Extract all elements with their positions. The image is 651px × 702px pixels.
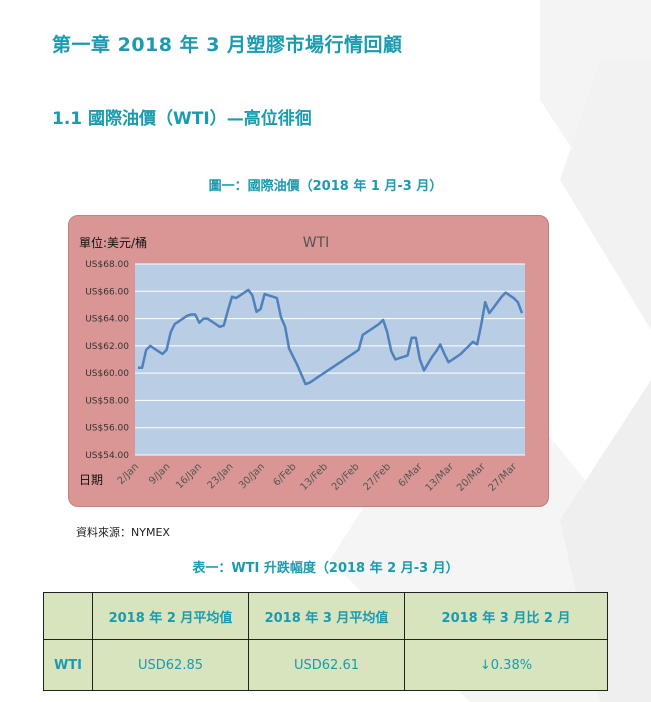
source-note: 資料來源：NYMEX: [76, 526, 170, 539]
y-tick-label: US$62.00: [85, 342, 129, 352]
table-header-mar: 2018 年 3 月平均值: [248, 592, 405, 640]
figure-caption: 圖一：國際油價（2018 年 1 月-3 月）: [208, 179, 443, 194]
wti-price-line: [138, 288, 524, 386]
wti-chart-svg: 單位:美元/桶 WTI 日期 US$54.00US$56.00US$58.00U…: [79, 235, 525, 494]
x-tick-label: 2/Jan: [116, 461, 142, 487]
row-label-wti: WTI: [43, 639, 93, 691]
y-tick-label: US$56.00: [85, 424, 129, 434]
section-heading: 1.1 國際油價（WTI）—高位徘徊: [52, 109, 312, 129]
y-tick-label: US$54.00: [85, 451, 129, 461]
chart-title: WTI: [303, 235, 330, 251]
cell-change: ↓0.38%: [404, 639, 608, 691]
x-tick-label: 6/Mar: [397, 461, 426, 490]
table-header-change: 2018 年 3 月比 2 月: [404, 592, 608, 640]
table-header-row: 2018 年 2 月平均值 2018 年 3 月平均值 2018 年 3 月比 …: [43, 592, 608, 640]
table-caption: 表一：WTI 升跌幅度（2018 年 2 月-3 月）: [192, 561, 459, 576]
x-tick-label: 20/Mar: [455, 461, 488, 494]
y-tick-label: US$64.00: [85, 315, 129, 325]
wti-chart: 單位:美元/桶 WTI 日期 US$54.00 US$56.00 US$58.00 U…: [68, 215, 549, 507]
y-tick-labels: US$54.00 US$56.00 US$58.00 US$60.00 US$62.00…: [85, 260, 129, 461]
table-header-feb: 2018 年 2 月平均值: [92, 592, 249, 640]
x-tick-label: 13/Feb: [298, 461, 330, 493]
x-tick-label: 27/Mar: [487, 461, 520, 494]
y-tick-label: US$68.00: [85, 260, 129, 270]
table-row: WTI USD62.85 USD62.61 ↓0.38%: [43, 639, 608, 691]
cell-mar-average: USD62.61: [248, 639, 405, 691]
y-tick-label: US$66.00: [85, 287, 129, 297]
unit-label: 單位:美元/桶: [79, 235, 147, 250]
wti-change-table: 2018 年 2 月平均值 2018 年 3 月平均值 2018 年 3 月比 …: [43, 592, 608, 691]
x-axis-label: 日期: [79, 473, 103, 487]
plot-area: [135, 264, 525, 455]
x-tick-label: 27/Feb: [361, 461, 393, 493]
chapter-heading: 第一章 2018 年 3 月塑膠市場行情回顧: [52, 34, 403, 56]
y-tick-label: US$58.00: [85, 396, 129, 406]
x-tick-label: 13/Mar: [424, 461, 457, 494]
x-tick-label: 23/Jan: [206, 461, 236, 491]
table-header-empty: [43, 592, 93, 640]
cell-feb-average: USD62.85: [92, 639, 249, 691]
grid-lines: [135, 263, 525, 456]
x-tick-label: 16/Jan: [174, 461, 204, 491]
x-tick-label: 6/Feb: [271, 461, 298, 488]
x-tick-label: 20/Feb: [330, 461, 362, 493]
x-tick-label: 30/Jan: [237, 461, 267, 491]
x-tick-labels: 2/Jan 9/Jan 16/Jan 23/Jan 30/Jan 6/Feb 13/Feb 2…: [116, 461, 520, 494]
y-tick-label: US$60.00: [85, 369, 129, 379]
x-tick-label: 9/Jan: [147, 461, 173, 487]
